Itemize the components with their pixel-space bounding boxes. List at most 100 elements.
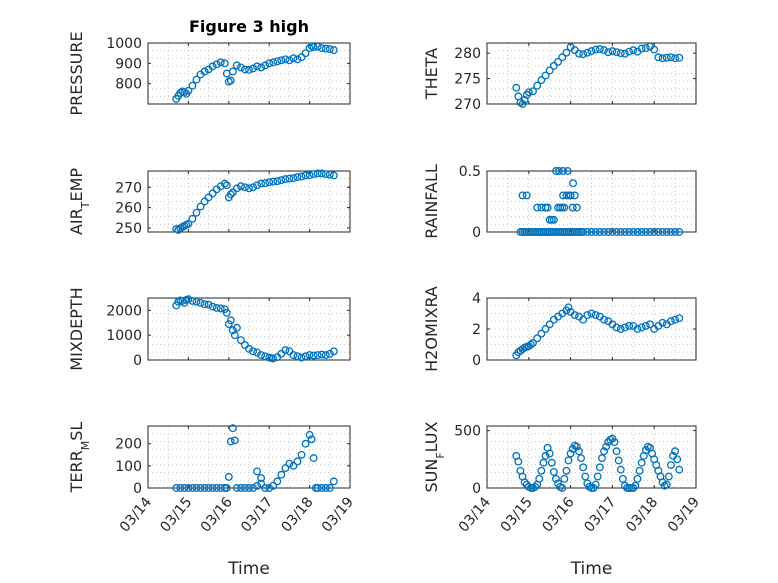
y-axis-label-rainfall: RAINFALL: [422, 164, 441, 239]
data-point: [620, 228, 629, 236]
data-point: [529, 339, 537, 347]
y-tick-label: 0: [472, 225, 481, 241]
data-point: [196, 484, 205, 492]
data-point: [301, 171, 310, 180]
data-point: [616, 228, 625, 236]
data-point: [269, 177, 278, 186]
data-point: [658, 318, 667, 327]
data-point: [646, 228, 654, 236]
data-point: [293, 173, 302, 182]
data-point: [604, 228, 613, 236]
y-tick-label: 2: [472, 322, 481, 338]
data-point: [662, 53, 671, 62]
data-point: [537, 76, 546, 85]
data-point: [579, 228, 588, 236]
data-point: [516, 98, 525, 107]
data-point: [541, 451, 550, 460]
y-axis-label-h2omixra: H2OMIXRA: [422, 286, 441, 372]
data-point: [612, 323, 621, 332]
data-point: [658, 228, 667, 236]
y-tick-label: 275: [454, 72, 481, 88]
data-point: [261, 61, 270, 70]
data-point: [192, 484, 201, 492]
series-h2omixra: [512, 303, 684, 360]
data-point: [570, 191, 579, 200]
data-point: [265, 178, 274, 187]
data-point: [257, 179, 266, 188]
data-point: [245, 344, 253, 353]
y-label-main: MIXDEPTH: [67, 287, 86, 370]
data-point: [616, 49, 625, 58]
data-point: [671, 315, 680, 324]
data-point: [289, 174, 298, 183]
data-point: [281, 346, 290, 355]
data-point: [329, 347, 338, 356]
data-point: [196, 202, 205, 211]
data-point: [641, 228, 650, 236]
y-tick-label: 250: [115, 221, 142, 237]
data-point: [285, 459, 294, 468]
y-tick-label: 1000: [106, 36, 142, 52]
data-point: [307, 435, 316, 444]
data-point: [313, 42, 322, 51]
data-point: [641, 44, 650, 53]
data-point: [245, 65, 253, 74]
data-point: [269, 354, 278, 363]
data-point: [671, 447, 680, 456]
grid-h2omixra: [487, 298, 696, 360]
x-tick-label: 03/17: [581, 494, 619, 535]
data-point: [512, 83, 521, 92]
data-point: [572, 442, 581, 451]
data-point: [654, 228, 663, 236]
data-point: [520, 95, 529, 104]
data-point: [575, 49, 583, 58]
data-point: [188, 484, 197, 492]
y-tick-label: 900: [115, 56, 142, 72]
data-point: [637, 44, 646, 53]
data-point: [541, 325, 550, 333]
data-point: [564, 303, 573, 312]
data-point: [541, 71, 550, 80]
series-sun_flux: [512, 434, 684, 492]
data-point: [591, 311, 600, 319]
data-point: [305, 430, 314, 439]
subplot-terr_msl: 0 100 200 TERRMSL 03/14 03/15 03/16 03/17 03/18 0…: [67, 422, 357, 579]
y-label-suffix: SL: [67, 422, 86, 441]
data-point: [549, 215, 558, 224]
data-point: [273, 177, 282, 186]
data-point: [633, 325, 642, 333]
data-point: [269, 58, 278, 67]
data-point: [612, 48, 621, 57]
data-point: [637, 228, 646, 236]
data-point: [257, 479, 266, 488]
data-point: [321, 170, 330, 178]
x-tick-label: 03/15: [157, 494, 195, 535]
data-point: [524, 88, 533, 97]
data-point: [610, 438, 619, 447]
data-point: [325, 45, 334, 54]
x-tick-label: 03/14: [456, 494, 494, 535]
data-point: [236, 336, 245, 345]
data-point: [309, 43, 318, 52]
data-point: [587, 309, 596, 318]
y-tick-label: 200: [115, 437, 142, 453]
subplot-mixdepth: 0 1000 2000 MIXDEPTH: [67, 287, 351, 371]
data-point: [637, 323, 646, 332]
data-point: [614, 456, 623, 465]
data-point: [600, 228, 608, 236]
data-point: [518, 345, 527, 354]
y-label-sub: F: [434, 452, 447, 458]
data-point: [520, 478, 529, 487]
data-point: [587, 228, 596, 236]
y-axis-label-sun_flux: SUNFLUX: [422, 421, 447, 492]
data-point: [232, 61, 241, 70]
data-point: [662, 228, 671, 236]
y-label-suffix: LUX: [422, 421, 441, 452]
data-point: [285, 56, 294, 65]
data-point: [608, 228, 617, 236]
data-point: [581, 472, 590, 481]
data-point: [184, 295, 193, 304]
data-point: [552, 474, 560, 483]
subplot-air_temp: 250 260 270 AIRTEMP: [67, 168, 351, 237]
